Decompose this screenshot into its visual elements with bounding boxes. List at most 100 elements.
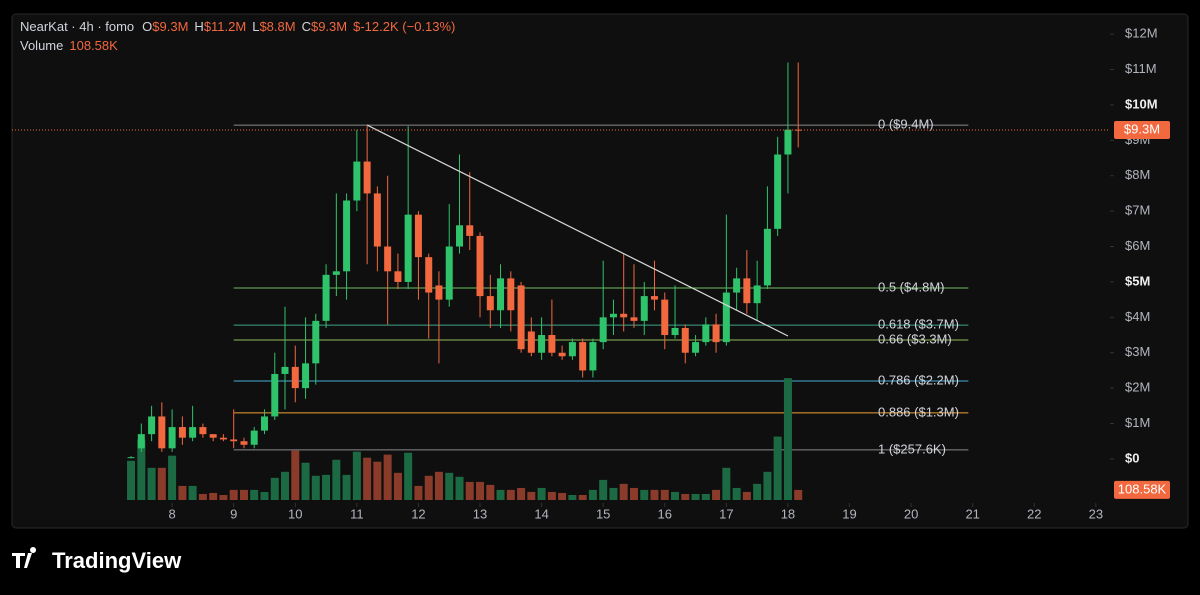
candle-body	[250, 430, 258, 445]
candle-body	[527, 331, 535, 353]
candle-body	[312, 320, 320, 364]
volume-bar	[137, 439, 146, 500]
volume-bar	[250, 489, 259, 500]
candle-body	[538, 335, 546, 353]
candle-body	[127, 457, 135, 459]
candle-body	[712, 324, 720, 343]
y-tick-label: $8M	[1125, 167, 1150, 182]
volume-bar	[322, 474, 331, 500]
candle-body	[722, 292, 730, 343]
fib-label: 0.5 ($4.8M)	[878, 279, 944, 294]
y-tick-label: $10M	[1125, 96, 1158, 111]
candle-body	[414, 214, 422, 258]
ohlc-key: L	[252, 19, 259, 34]
ohlc-value: $8.8M	[259, 19, 295, 34]
x-tick-label: 16	[658, 506, 672, 521]
candle-body	[281, 366, 289, 374]
volume-bar	[414, 485, 423, 500]
candle-body	[640, 296, 648, 321]
axes: $0$1M$2M$3M$4M$5M$6M$7M$8M$9M$10M$11M$12…	[12, 26, 1170, 521]
y-tick-label: $5M	[1125, 273, 1150, 288]
volume-bar	[763, 471, 772, 500]
candle-body	[476, 235, 484, 297]
candle-body	[497, 278, 505, 311]
candle-body	[568, 342, 576, 357]
candle-body	[456, 225, 464, 247]
volume-bar	[783, 378, 792, 500]
candle-body	[209, 434, 217, 438]
candle-body	[579, 342, 587, 371]
candle-body	[322, 274, 330, 321]
volume-bar	[219, 494, 228, 500]
ohlc-key: C	[302, 19, 311, 34]
candle-body	[363, 161, 371, 194]
change: $-12.2K (−0.13%)	[353, 19, 455, 34]
volume-bar	[127, 460, 136, 500]
fib-label: 0.618 ($3.7M)	[878, 317, 959, 332]
volume-bar	[178, 485, 187, 500]
candle-body	[743, 278, 751, 304]
candle-body	[230, 439, 238, 442]
volume-bar	[424, 475, 433, 500]
brand-logo: TradingView	[12, 547, 182, 573]
volume-value: 108.58K	[69, 38, 118, 53]
volume-bar	[229, 489, 238, 500]
x-tick-label: 10	[288, 506, 302, 521]
candle-body	[332, 271, 340, 275]
volume-bar	[147, 467, 156, 500]
candle-body	[178, 427, 186, 438]
candle-body	[260, 416, 268, 431]
symbol: NearKat · 4h · fomo	[20, 19, 134, 34]
volume-bar	[434, 471, 443, 500]
candle-body	[599, 317, 607, 343]
candle-body	[148, 416, 156, 435]
x-tick-label: 9	[230, 506, 237, 521]
volume-bar	[568, 494, 577, 500]
x-tick-label: 23	[1089, 506, 1103, 521]
ohlc-key: H	[194, 19, 203, 34]
volume-bar	[188, 485, 197, 500]
y-tick-label: $4M	[1125, 309, 1150, 324]
volume-bar	[209, 492, 218, 500]
volume-bar	[588, 489, 597, 500]
candle-body	[558, 352, 566, 357]
candle-body	[271, 373, 279, 417]
candle-body	[733, 278, 741, 293]
volume-label-bg	[1114, 480, 1170, 499]
volume-bar	[445, 472, 454, 500]
volume-bar	[517, 487, 526, 500]
x-tick-label: 15	[596, 506, 610, 521]
volume-bar	[671, 491, 680, 500]
ohlc-value: $9.3M	[311, 19, 347, 34]
candle-body	[650, 296, 658, 300]
ohlc-value: $9.3M	[152, 19, 188, 34]
candle-body	[753, 285, 761, 304]
volume-bar	[537, 487, 546, 500]
x-tick-label: 14	[534, 506, 548, 521]
trend-line	[366, 124, 789, 337]
ohlc-key: O	[142, 19, 152, 34]
volume-bar	[455, 476, 464, 500]
candle-body	[774, 154, 782, 229]
candle-body	[404, 214, 412, 282]
volume-bar	[404, 452, 413, 500]
candle-body	[620, 313, 628, 318]
volume-pane	[127, 378, 803, 500]
candle-body	[692, 342, 700, 353]
volume-bar	[342, 474, 351, 500]
volume-bar	[712, 489, 721, 500]
volume-bar	[168, 455, 177, 500]
volume-bar	[373, 461, 382, 500]
ohlc-value: $11.2M	[204, 19, 246, 34]
fib-label: 0.66 ($3.3M)	[878, 331, 952, 346]
candle-body	[394, 271, 402, 282]
x-tick-label: 21	[965, 506, 979, 521]
volume-bar	[311, 475, 320, 500]
candle-body	[302, 363, 310, 389]
volume-bar	[352, 451, 361, 500]
fib-label: 0 ($9.4M)	[878, 117, 934, 132]
volume-bar	[701, 493, 710, 500]
candle-body	[373, 193, 381, 247]
volume-bar	[363, 457, 372, 500]
volume-bar	[280, 471, 289, 500]
